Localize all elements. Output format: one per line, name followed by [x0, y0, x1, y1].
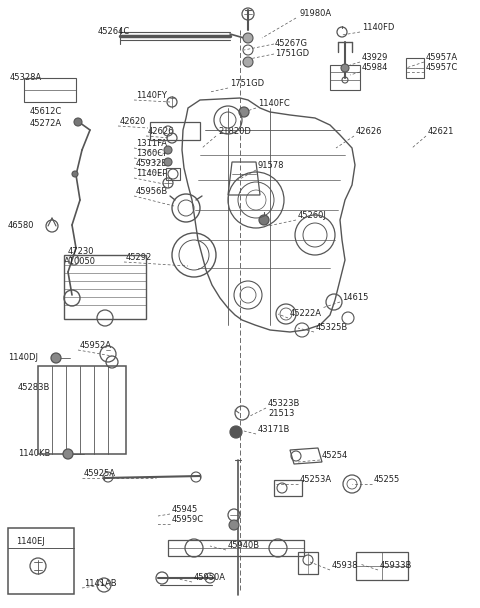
Circle shape [72, 171, 78, 177]
Text: 42621: 42621 [428, 128, 455, 137]
Text: 45957C: 45957C [426, 63, 458, 72]
Text: 1140EJ: 1140EJ [16, 537, 45, 547]
Text: 42620: 42620 [120, 117, 146, 126]
Text: 45255: 45255 [374, 475, 400, 485]
Text: 45945: 45945 [172, 505, 198, 514]
Circle shape [63, 449, 73, 459]
Bar [38, 366, 126, 454]
Circle shape [259, 215, 269, 225]
Text: 21513: 21513 [268, 410, 294, 418]
Text: 45222A: 45222A [290, 309, 322, 319]
Text: 45328A: 45328A [10, 74, 42, 83]
Text: 45984: 45984 [362, 63, 388, 72]
Text: 46580: 46580 [8, 221, 35, 230]
Text: 45260J: 45260J [298, 212, 327, 221]
Text: 1140EP: 1140EP [136, 170, 168, 179]
Circle shape [341, 64, 349, 72]
Text: 1140KB: 1140KB [18, 449, 50, 458]
Text: 45925A: 45925A [84, 469, 116, 478]
Bar [166, 168, 180, 180]
Text: 45292: 45292 [126, 254, 152, 263]
Text: 42626: 42626 [148, 128, 175, 137]
Text: 45932B: 45932B [136, 159, 168, 168]
Text: 42626: 42626 [356, 128, 383, 137]
Text: 91578: 91578 [258, 162, 285, 170]
Text: 91980A: 91980A [300, 10, 332, 18]
Circle shape [243, 33, 253, 43]
Text: 45283B: 45283B [18, 384, 50, 393]
Text: 1360CF: 1360CF [136, 150, 168, 159]
Text: 45323B: 45323B [268, 399, 300, 409]
Text: 45254: 45254 [322, 452, 348, 460]
Text: 45612C: 45612C [30, 108, 62, 117]
Text: 1140DJ: 1140DJ [8, 353, 38, 362]
Text: 43171B: 43171B [258, 426, 290, 435]
Text: 43929: 43929 [362, 54, 388, 63]
Text: 45267G: 45267G [275, 40, 308, 49]
Text: 14615: 14615 [342, 294, 368, 303]
Text: 1141AB: 1141AB [84, 579, 117, 589]
Circle shape [164, 146, 172, 154]
Text: 45253A: 45253A [300, 475, 332, 485]
Text: 1751GD: 1751GD [275, 49, 309, 58]
Text: 45264C: 45264C [98, 27, 130, 36]
Circle shape [51, 353, 61, 363]
Text: 1311FA: 1311FA [136, 139, 167, 148]
Text: 45957A: 45957A [426, 54, 458, 63]
Circle shape [230, 426, 242, 438]
Text: 1751GD: 1751GD [230, 80, 264, 89]
Circle shape [74, 118, 82, 126]
Text: 45959C: 45959C [172, 516, 204, 525]
Text: 45938: 45938 [332, 562, 359, 570]
Text: 1140FD: 1140FD [362, 24, 395, 32]
Circle shape [239, 107, 249, 117]
Text: 45956B: 45956B [136, 187, 168, 196]
Circle shape [164, 158, 172, 166]
Text: 45940B: 45940B [228, 542, 260, 550]
Text: 1140FY: 1140FY [136, 91, 167, 100]
Circle shape [229, 520, 239, 530]
Text: 45950A: 45950A [194, 573, 226, 582]
Bar [64, 255, 146, 319]
Text: 45952A: 45952A [80, 342, 112, 350]
Bar [406, 58, 424, 78]
Bar [274, 480, 302, 496]
Bar [24, 78, 76, 102]
Text: 21820D: 21820D [218, 128, 251, 137]
Bar [150, 122, 200, 140]
Circle shape [243, 57, 253, 67]
Text: 47230: 47230 [68, 247, 95, 257]
Text: 45272A: 45272A [30, 120, 62, 128]
Text: 45933B: 45933B [380, 562, 412, 570]
Bar [8, 528, 74, 594]
Text: A10050: A10050 [64, 258, 96, 266]
Text: 45325B: 45325B [316, 323, 348, 333]
Text: 1140FC: 1140FC [258, 100, 290, 108]
